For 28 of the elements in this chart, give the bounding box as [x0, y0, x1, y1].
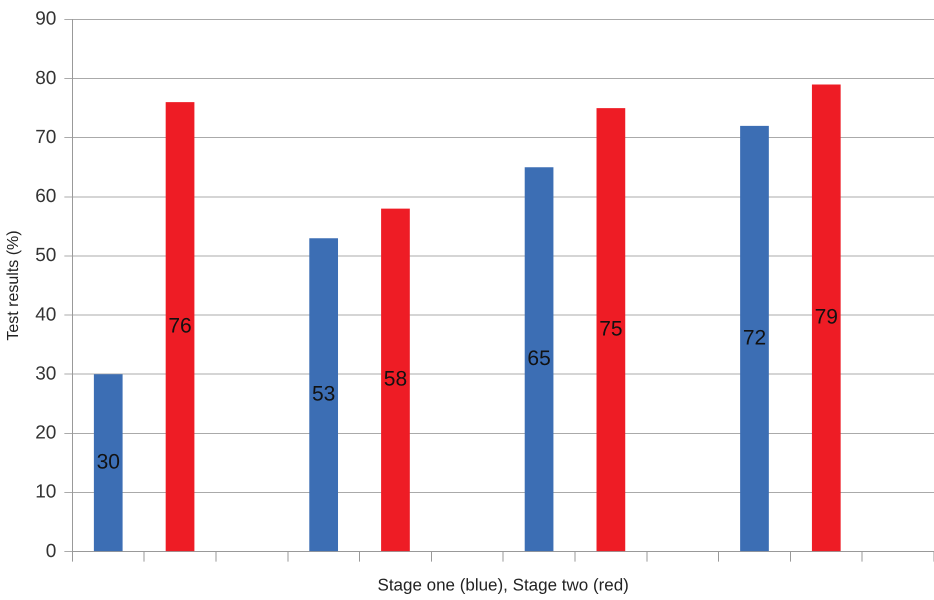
bar	[524, 167, 554, 552]
bar	[309, 238, 338, 552]
y-tick-label: 50	[35, 245, 56, 266]
y-tick-label: 20	[35, 422, 56, 444]
y-tick-label: 40	[35, 304, 56, 326]
data-label: 76	[168, 314, 192, 338]
y-tick-label: 90	[35, 8, 56, 30]
bar	[94, 374, 123, 552]
y-tick-label: 70	[35, 126, 56, 148]
data-label: 30	[96, 450, 120, 474]
bar	[596, 108, 626, 552]
bar	[166, 102, 194, 552]
data-label: 75	[599, 317, 623, 340]
bar	[740, 126, 769, 552]
y-tick-label: 80	[35, 68, 56, 89]
data-label: 72	[742, 326, 766, 350]
bar	[812, 84, 841, 552]
y-tick-label: 0	[46, 540, 56, 562]
data-label: 53	[312, 382, 336, 406]
data-label: 58	[384, 368, 408, 391]
y-axis-title: Test results (%)	[5, 230, 22, 341]
y-tick-label: 60	[35, 186, 56, 208]
y-tick-label: 30	[35, 363, 56, 384]
data-label: 79	[814, 306, 838, 329]
x-axis-title: Stage one (blue), Stage two (red)	[377, 575, 629, 594]
data-label: 65	[527, 346, 551, 370]
y-tick-label: 10	[35, 482, 56, 503]
bar	[381, 208, 410, 552]
